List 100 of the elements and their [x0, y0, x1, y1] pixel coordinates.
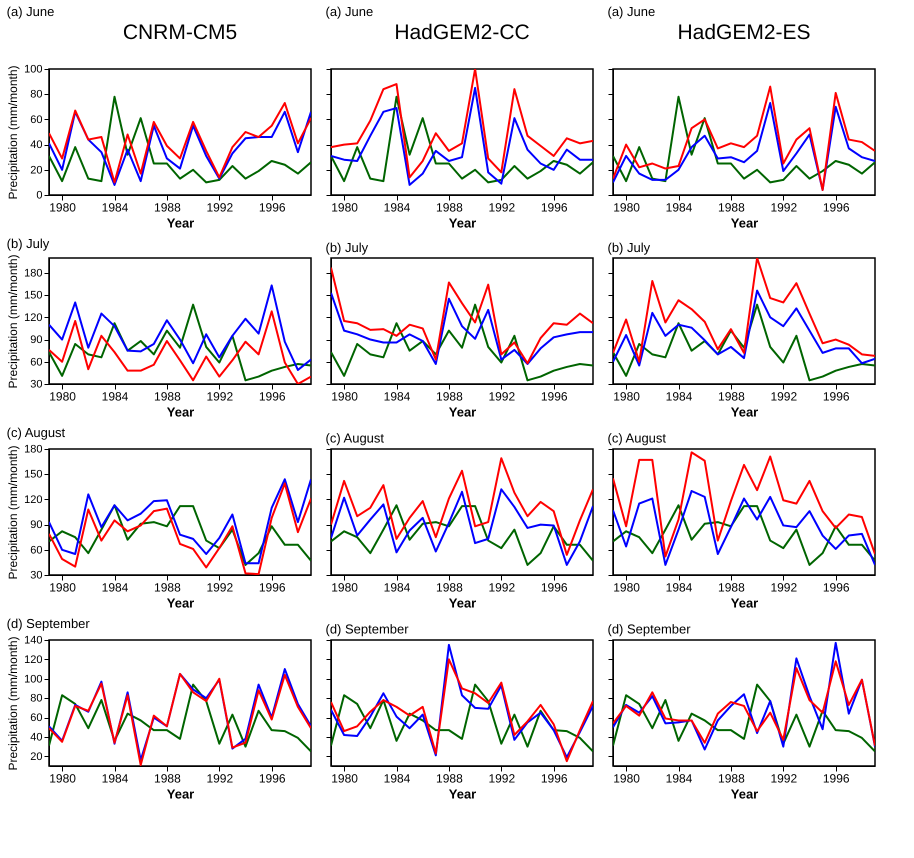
x-tick-label: 1988	[718, 580, 746, 594]
x-tick-label: 1988	[436, 772, 464, 786]
chart-title: (b) July	[608, 240, 651, 255]
x-tick-label: 1984	[666, 580, 693, 594]
x-tick-label: 1988	[154, 390, 182, 404]
x-tick-label: 1988	[154, 200, 182, 214]
x-axis-title: Year	[448, 216, 476, 230]
y-tick-label: 180	[24, 444, 42, 456]
x-tick-label: 1996	[540, 580, 568, 594]
y-tick-label: 40	[30, 139, 42, 152]
y-tick-label: 120	[24, 654, 42, 666]
chart-title: HadGEM2-ES	[677, 21, 811, 44]
x-tick-label: 1992	[206, 200, 234, 214]
x-tick-label: 1980	[613, 580, 640, 594]
x-tick-label: 1980	[613, 772, 640, 786]
x-tick-label: 1984	[666, 200, 693, 214]
x-axis-title: Year	[166, 596, 194, 610]
x-axis-title: Year	[448, 786, 476, 802]
line-series	[49, 684, 311, 752]
y-tick-label: 100	[24, 64, 42, 76]
x-tick-label: 1984	[102, 200, 129, 214]
chart-subtitle: (a) June	[326, 4, 374, 19]
y-tick-label: 60	[30, 356, 42, 368]
x-tick-label: 1984	[666, 390, 693, 404]
x-tick-label: 1996	[258, 772, 286, 786]
y-tick-label: 180	[24, 267, 42, 280]
y-tick-label: 90	[30, 334, 42, 346]
x-tick-label: 1988	[154, 580, 182, 594]
x-tick-label: 1988	[718, 200, 746, 214]
x-tick-label: 1992	[770, 390, 798, 404]
x-tick-label: 1980	[331, 390, 358, 404]
x-tick-label: 1980	[613, 200, 640, 214]
x-tick-label: 1980	[49, 580, 76, 594]
chart-subtitle: (a) June	[608, 4, 656, 19]
x-tick-label: 1984	[384, 772, 411, 786]
x-tick-label: 1992	[770, 772, 798, 786]
y-axis-title: Precipitation (mm/month)	[6, 636, 20, 771]
x-tick-label: 1996	[258, 200, 286, 214]
x-tick-label: 1996	[258, 390, 286, 404]
chart-title: (c) August	[326, 430, 384, 446]
y-tick-label: 90	[30, 519, 42, 532]
x-tick-label: 1996	[258, 580, 286, 594]
x-tick-label: 1996	[540, 200, 568, 214]
x-tick-label: 1992	[206, 390, 234, 404]
x-tick-label: 1996	[822, 580, 850, 594]
line-series	[49, 284, 311, 371]
x-tick-label: 1992	[488, 200, 516, 214]
x-tick-label: 1984	[666, 772, 693, 786]
y-tick-label: 20	[30, 750, 42, 763]
chart-title: (c) August	[6, 425, 66, 440]
x-tick-label: 1996	[822, 200, 850, 214]
y-tick-label: 20	[30, 164, 42, 176]
x-axis-title: Year	[166, 786, 194, 802]
y-tick-label: 150	[24, 468, 42, 481]
y-tick-label: 150	[24, 290, 42, 302]
x-tick-label: 1996	[822, 772, 850, 786]
y-axis-title: Precipitation (mm/month)	[6, 65, 20, 200]
y-tick-label: 30	[30, 570, 42, 582]
chart-title: (b) July	[6, 236, 50, 251]
x-axis-title: Year	[448, 404, 476, 420]
x-tick-label: 1980	[331, 580, 358, 594]
x-tick-label: 1992	[488, 772, 516, 786]
x-tick-label: 1984	[384, 200, 411, 214]
x-tick-label: 1988	[154, 772, 182, 786]
chart-title: (d) September	[6, 616, 90, 631]
x-tick-label: 1980	[49, 390, 76, 404]
x-tick-label: 1984	[384, 580, 411, 594]
x-tick-label: 1992	[770, 580, 798, 594]
chart-title: (d) September	[608, 622, 692, 636]
y-tick-label: 30	[30, 378, 42, 390]
x-tick-label: 1988	[436, 390, 464, 404]
x-tick-label: 1992	[488, 580, 516, 594]
chart-title: (d) September	[326, 622, 410, 636]
y-tick-label: 60	[30, 544, 42, 556]
x-tick-label: 1988	[436, 200, 464, 214]
x-tick-label: 1980	[331, 200, 358, 214]
y-axis-title: Precipitation (mm/month)	[6, 254, 20, 389]
y-tick-label: 100	[24, 673, 42, 686]
x-tick-label: 1984	[102, 390, 129, 404]
x-tick-label: 1996	[540, 772, 568, 786]
x-tick-label: 1996	[540, 390, 568, 404]
x-tick-label: 1996	[822, 390, 850, 404]
y-tick-label: 60	[30, 712, 42, 724]
y-tick-label: 120	[24, 312, 42, 324]
x-tick-label: 1988	[718, 772, 746, 786]
chart-title: CNRM-CM5	[122, 21, 238, 44]
line-series	[49, 504, 311, 566]
y-tick-label: 80	[30, 88, 42, 101]
x-tick-label: 1992	[770, 200, 798, 214]
chart-title: (c) August	[608, 430, 666, 446]
chart-subtitle: (a) June	[6, 4, 54, 19]
chart-title: (b) July	[326, 240, 369, 255]
y-tick-label: 120	[24, 494, 42, 506]
x-tick-label: 1984	[384, 390, 411, 404]
x-axis-title: Year	[730, 216, 758, 230]
x-tick-label: 1984	[102, 772, 129, 786]
x-axis-title: Year	[730, 786, 758, 802]
x-axis-title: Year	[448, 596, 476, 610]
y-tick-label: 0	[36, 190, 42, 202]
y-tick-label: 40	[30, 731, 42, 744]
